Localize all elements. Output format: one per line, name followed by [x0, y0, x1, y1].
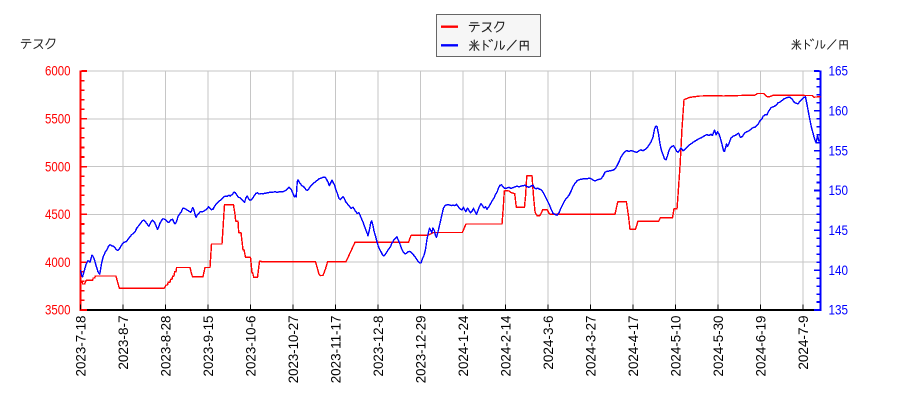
svg-text:155: 155	[829, 143, 849, 158]
svg-text:2024-6-19: 2024-6-19	[753, 316, 768, 377]
svg-text:2023-10-6: 2023-10-6	[243, 316, 258, 377]
svg-text:2024-2-14: 2024-2-14	[498, 315, 513, 376]
svg-text:2023-9-15: 2023-9-15	[201, 316, 216, 377]
svg-text:2024-3-6: 2024-3-6	[541, 316, 556, 370]
svg-text:140: 140	[829, 263, 849, 278]
svg-text:2024-7-9: 2024-7-9	[796, 316, 811, 370]
svg-text:2023-7-18: 2023-7-18	[73, 316, 88, 377]
svg-text:2023-12-8: 2023-12-8	[371, 316, 386, 377]
svg-text:135: 135	[829, 303, 849, 318]
svg-text:145: 145	[829, 223, 849, 238]
svg-text:5000: 5000	[45, 159, 71, 174]
svg-text:2023-11-17: 2023-11-17	[328, 316, 343, 384]
svg-text:5500: 5500	[45, 112, 71, 127]
svg-text:3500: 3500	[45, 303, 71, 318]
svg-text:2023-12-29: 2023-12-29	[413, 316, 428, 384]
svg-text:2023-8-7: 2023-8-7	[116, 316, 131, 370]
svg-text:2024-5-10: 2024-5-10	[668, 316, 683, 377]
svg-text:2023-10-27: 2023-10-27	[286, 316, 301, 384]
svg-text:2024-3-27: 2024-3-27	[583, 316, 598, 377]
svg-text:160: 160	[829, 104, 849, 119]
svg-text:2024-4-17: 2024-4-17	[626, 316, 641, 377]
svg-text:2024-5-30: 2024-5-30	[711, 316, 726, 377]
svg-text:4500: 4500	[45, 207, 71, 222]
svg-text:2023-8-28: 2023-8-28	[158, 316, 173, 377]
svg-text:165: 165	[829, 64, 849, 79]
svg-text:2024-1-24: 2024-1-24	[456, 315, 471, 376]
svg-text:4000: 4000	[45, 255, 71, 270]
svg-text:150: 150	[829, 183, 849, 198]
svg-text:6000: 6000	[45, 64, 71, 79]
